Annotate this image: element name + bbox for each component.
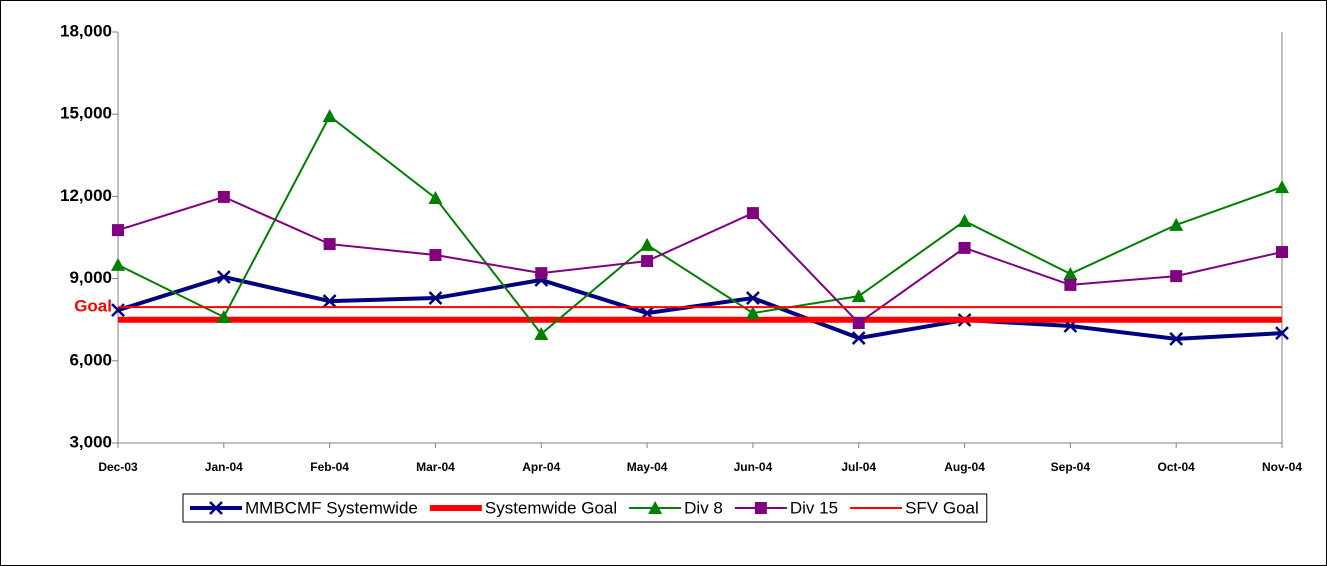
legend-label: Systemwide Goal: [485, 498, 617, 517]
y-tick-label: 18,000: [60, 21, 112, 40]
y-tick-label: 12,000: [60, 186, 112, 205]
legend-label: Div 15: [790, 498, 838, 517]
marker: [535, 267, 548, 280]
x-tick-label: Jun-04: [734, 460, 773, 474]
x-tick-label: Aug-04: [944, 460, 985, 474]
y-tick-label: 9,000: [69, 268, 112, 287]
y-tick-label: 6,000: [69, 350, 112, 369]
marker: [322, 109, 337, 123]
marker: [1169, 331, 1184, 346]
marker: [641, 255, 654, 268]
marker: [216, 270, 231, 284]
marker: [746, 291, 760, 305]
marker: [1275, 326, 1289, 341]
series-line: [117, 195, 1283, 325]
marker: [640, 237, 655, 251]
marker: [1169, 217, 1184, 231]
marker: [428, 291, 443, 305]
y-tick-label: 3,000: [69, 432, 112, 451]
legend-label: SFV Goal: [905, 498, 979, 517]
series-line: [117, 114, 1283, 336]
marker: [745, 306, 760, 320]
x-tick-label: Sep-04: [1051, 460, 1091, 474]
legend: MMBCMF Systemwide Systemwide Goal Div 8 Div…: [182, 493, 988, 523]
marker: [1170, 270, 1183, 283]
marker: [957, 214, 972, 228]
legend-label: MMBCMF Systemwide: [245, 498, 418, 517]
marker: [1275, 180, 1289, 194]
x-tick-label: Feb-04: [310, 460, 349, 474]
marker: [851, 331, 866, 345]
marker: [323, 238, 336, 251]
marker: [1064, 278, 1077, 291]
x-tick-label: Dec-03: [98, 460, 138, 474]
goal-label: Goal: [74, 297, 112, 316]
x-tick-label: May-04: [627, 460, 668, 474]
marker: [754, 502, 767, 514]
marker: [111, 257, 125, 271]
marker: [851, 289, 866, 303]
x-tick-label: Oct-04: [1158, 460, 1196, 474]
marker: [1063, 266, 1078, 280]
x-tick-label: Mar-04: [416, 460, 455, 474]
y-tick-label: 15,000: [60, 104, 112, 123]
marker: [322, 294, 337, 308]
x-tick-label: Nov-04: [1262, 460, 1302, 474]
marker: [852, 316, 865, 329]
series-line: [117, 274, 1283, 341]
marker: [429, 249, 442, 262]
x-tick-label: Jul-04: [841, 460, 876, 474]
marker: [534, 326, 549, 340]
marker: [648, 501, 663, 514]
marker: [112, 224, 124, 237]
marker: [217, 190, 230, 203]
legend-label: Div 8: [684, 498, 723, 517]
x-tick-label: Jan-04: [205, 460, 243, 474]
marker: [958, 241, 971, 254]
marker: [746, 207, 759, 220]
x-tick-label: Apr-04: [522, 460, 560, 474]
marker: [216, 309, 231, 323]
marker: [1276, 246, 1288, 259]
marker: [428, 191, 443, 205]
marker: [209, 501, 223, 515]
